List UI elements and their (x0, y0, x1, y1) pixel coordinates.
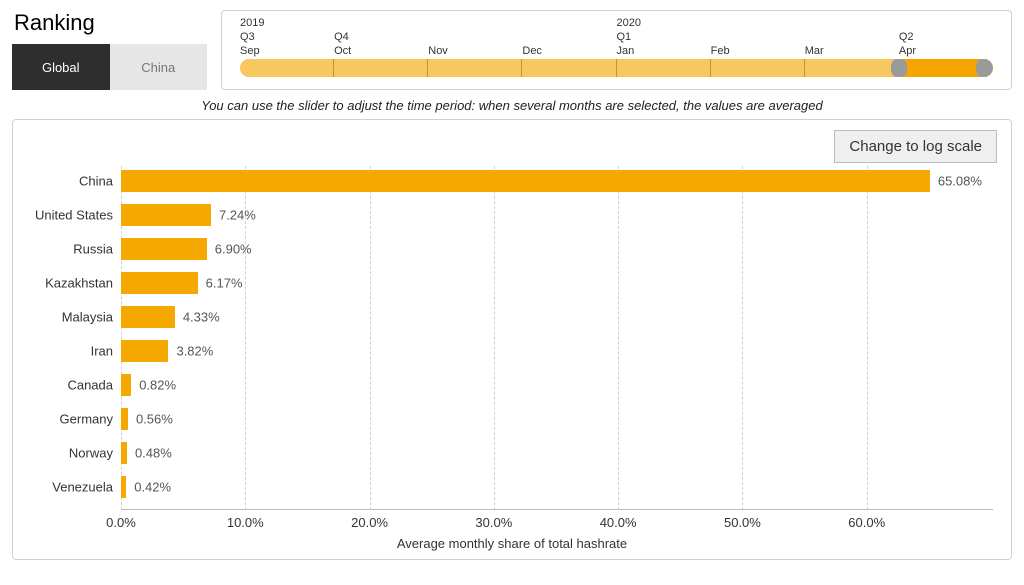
category-label: Norway (31, 446, 113, 461)
timeline-handle-end[interactable] (976, 59, 992, 77)
category-label: China (31, 174, 113, 189)
bar[interactable] (121, 272, 198, 294)
timeline-quarter-label: Q3 (240, 31, 255, 44)
bar[interactable] (121, 442, 127, 464)
bar-value-label: 65.08% (938, 174, 982, 189)
timeline-month-label: Nov (428, 45, 448, 58)
timeline-month-label: Apr (899, 45, 916, 58)
timeline-segment[interactable] (240, 59, 334, 77)
category-label: Canada (31, 378, 113, 393)
timeline-segment[interactable] (428, 59, 522, 77)
gridline (618, 166, 619, 510)
timeline-quarter-label: Q4 (334, 31, 349, 44)
x-tick-label: 60.0% (848, 515, 885, 530)
timeline-selected-range (899, 59, 984, 77)
timeline-segment[interactable] (334, 59, 428, 77)
x-tick-label: 50.0% (724, 515, 761, 530)
x-axis-title: Average monthly share of total hashrate (31, 536, 993, 551)
x-tick-label: 20.0% (351, 515, 388, 530)
x-tick-label: 0.0% (106, 515, 136, 530)
gridline (494, 166, 495, 510)
bar-value-label: 6.17% (206, 276, 243, 291)
category-label: Russia (31, 242, 113, 257)
hashrate-chart: Change to log scale 0.0% 10.0% 20.0% 30.0% 4… (12, 119, 1012, 560)
category-label: Kazakhstan (31, 276, 113, 291)
timeline-segment[interactable] (617, 59, 711, 77)
timeline-month-label: Oct (334, 45, 351, 58)
bar-value-label: 0.42% (134, 480, 171, 495)
gridline (370, 166, 371, 510)
category-label: Venezuela (31, 480, 113, 495)
x-tick-label: 30.0% (475, 515, 512, 530)
timeline-quarter-label: Q1 (617, 31, 632, 44)
category-label: Malaysia (31, 310, 113, 325)
x-tick-label: 40.0% (600, 515, 637, 530)
timeline-month-label: Sep (240, 45, 260, 58)
timeline-segment[interactable] (522, 59, 616, 77)
bar[interactable] (121, 204, 211, 226)
timeline-year-label: 2020 (617, 17, 641, 30)
category-label: Germany (31, 412, 113, 427)
bar[interactable] (121, 408, 128, 430)
timeline-quarter-label: Q2 (899, 31, 914, 44)
scope-tabs: GlobalChina (12, 44, 207, 90)
bar-value-label: 4.33% (183, 310, 220, 325)
bar[interactable] (121, 476, 126, 498)
bar[interactable] (121, 306, 175, 328)
timeline-month-label: Jan (617, 45, 635, 58)
bar-value-label: 0.82% (139, 378, 176, 393)
toggle-scale-button[interactable]: Change to log scale (834, 130, 997, 163)
bar-value-label: 0.56% (136, 412, 173, 427)
tab-global[interactable]: Global (12, 44, 110, 90)
bar-value-label: 3.82% (176, 344, 213, 359)
category-label: United States (31, 208, 113, 223)
x-tick-label: 10.0% (227, 515, 264, 530)
category-label: Iran (31, 344, 113, 359)
bar[interactable] (121, 238, 207, 260)
gridline (742, 166, 743, 510)
gridline (867, 166, 868, 510)
timeline-month-label: Dec (522, 45, 542, 58)
bar-value-label: 7.24% (219, 208, 256, 223)
tab-china[interactable]: China (110, 44, 208, 90)
timeline-segment[interactable] (805, 59, 899, 77)
slider-hint: You can use the slider to adjust the tim… (12, 98, 1012, 113)
timeline-segment[interactable] (711, 59, 805, 77)
page-title: Ranking (14, 10, 207, 36)
bar[interactable] (121, 340, 168, 362)
bar-value-label: 0.48% (135, 446, 172, 461)
timeline-handle-start[interactable] (891, 59, 907, 77)
timeline-month-label: Feb (711, 45, 730, 58)
bar[interactable] (121, 374, 131, 396)
bar[interactable] (121, 170, 930, 192)
timeline-year-label: 2019 (240, 17, 264, 30)
bar-value-label: 6.90% (215, 242, 252, 257)
timeline-month-label: Mar (805, 45, 824, 58)
timeline-slider[interactable]: 2019 2020 Q3 Q4 Q1 Q2 Sep Oct Nov Dec Jan Feb Mar Apr (221, 10, 1012, 90)
